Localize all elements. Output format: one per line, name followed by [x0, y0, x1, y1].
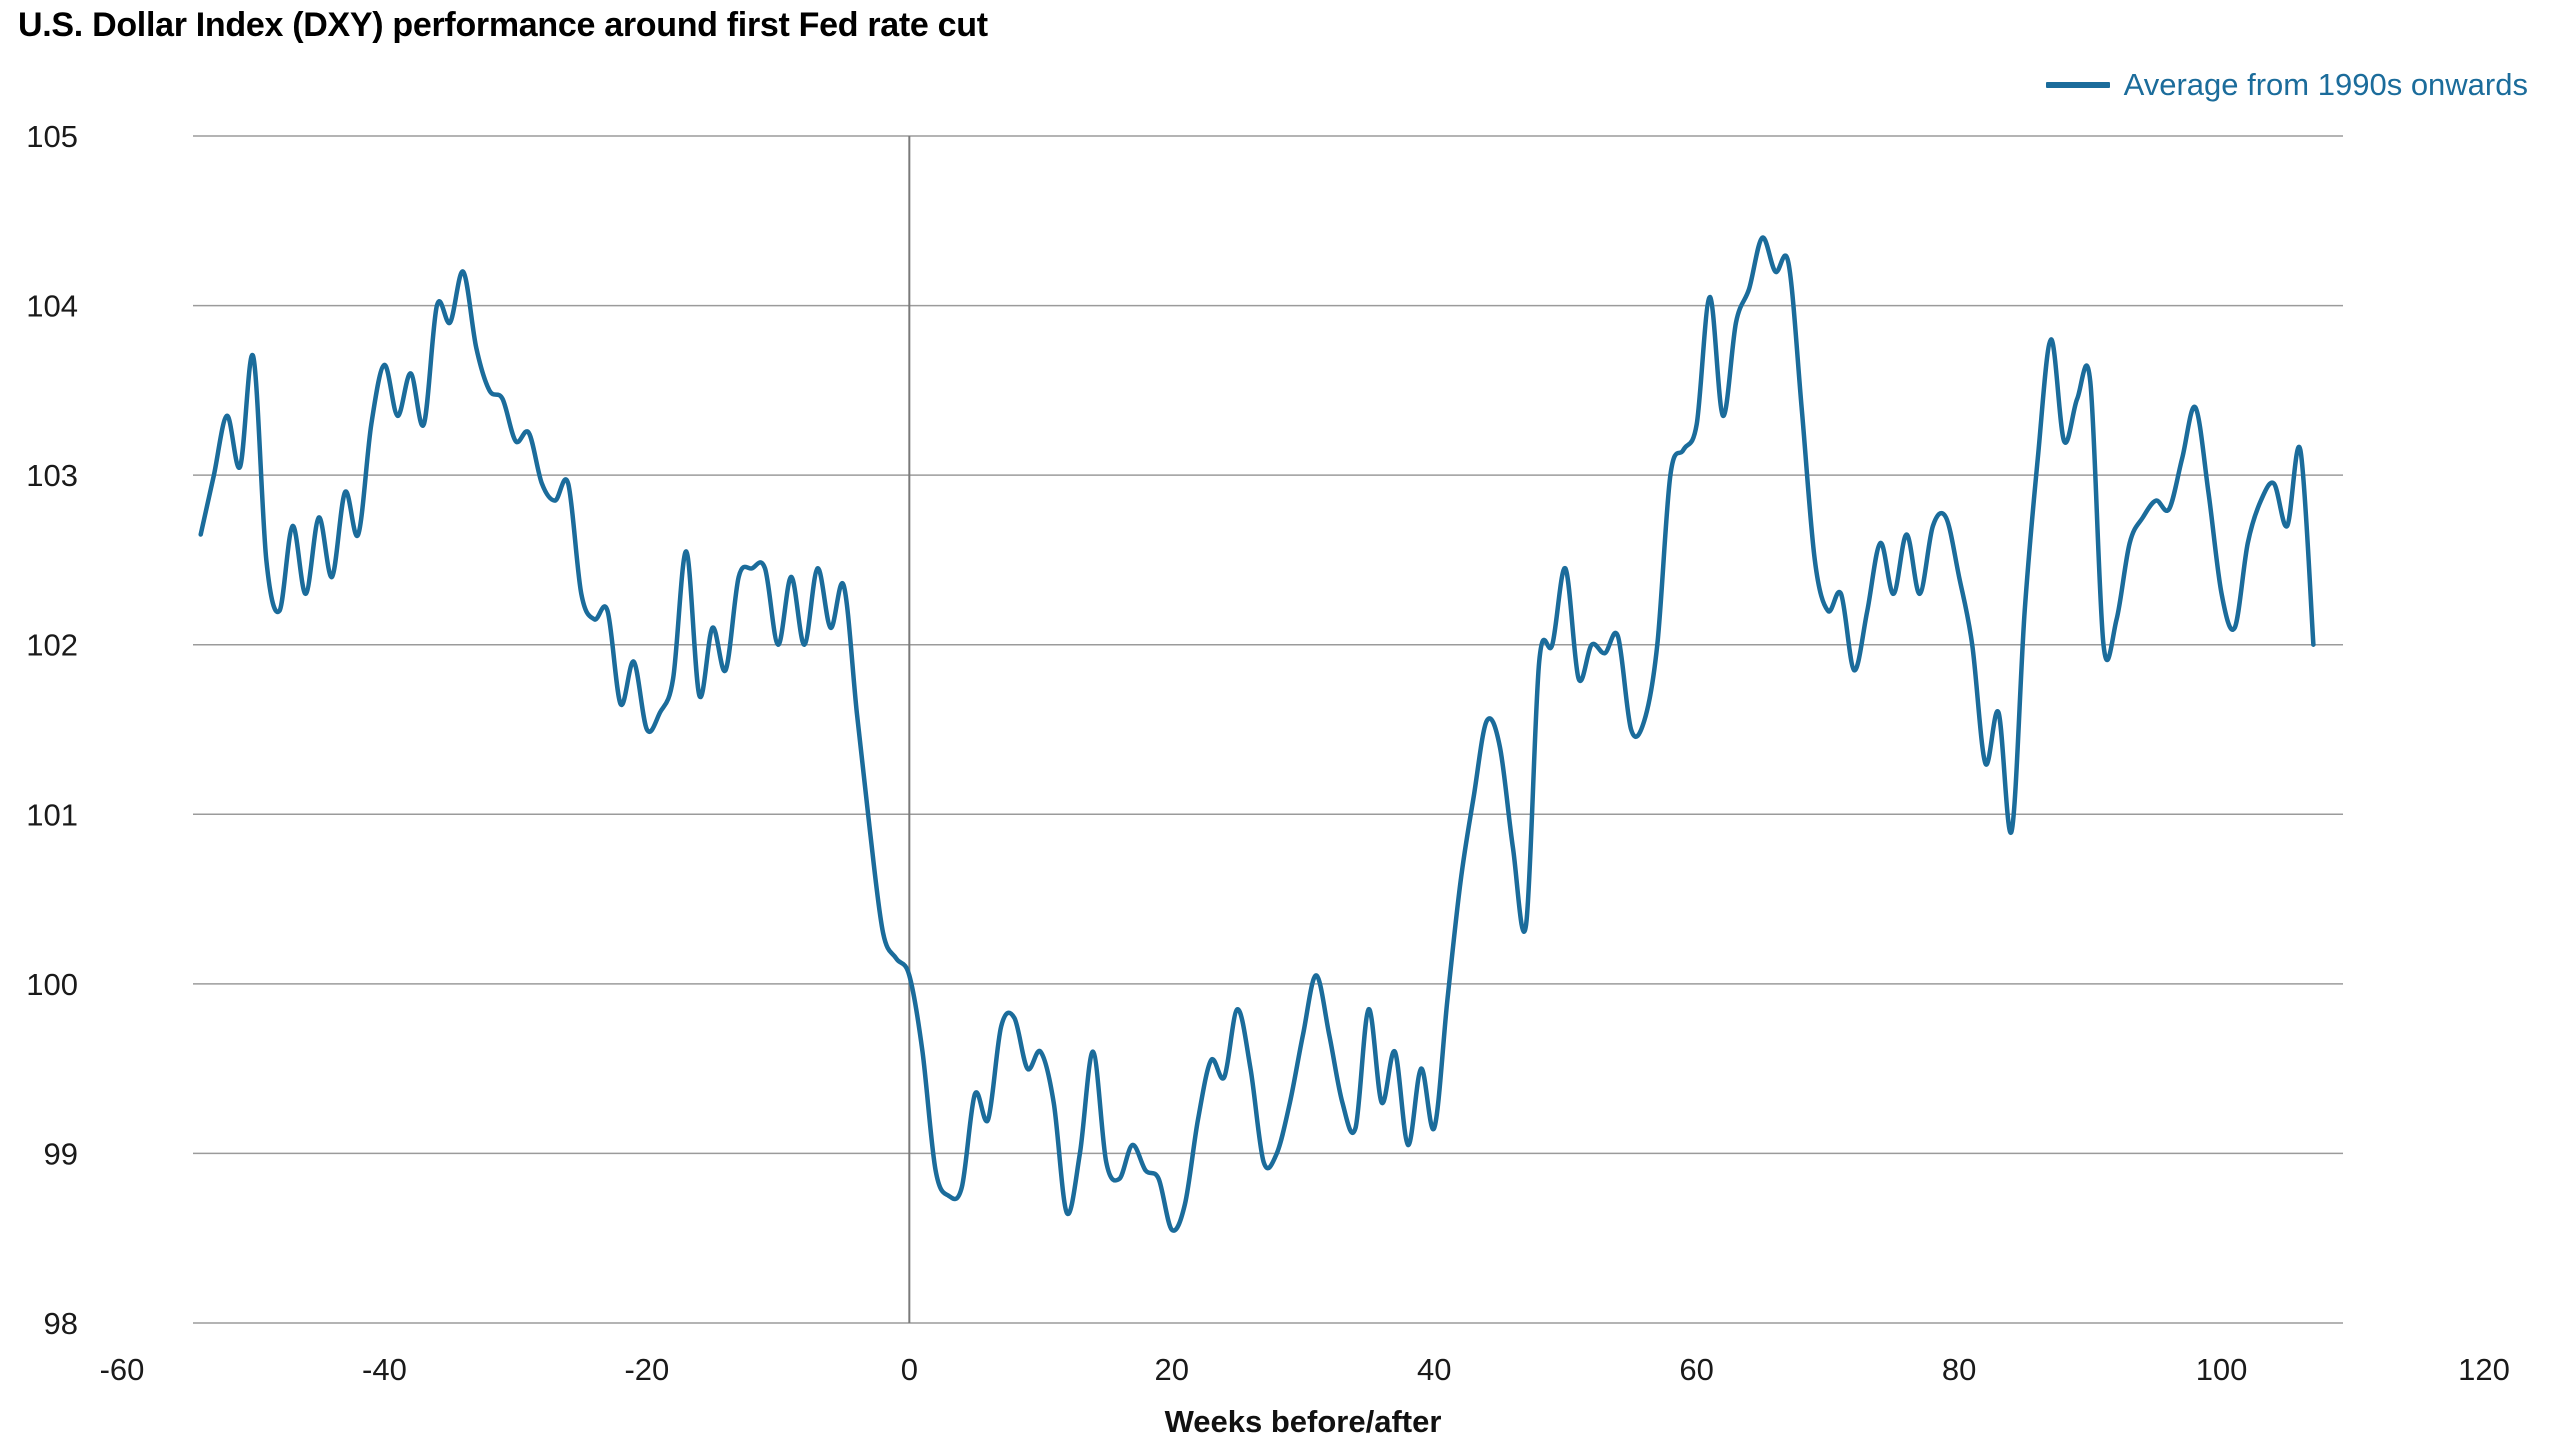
y-tick-label-103: 103 — [26, 458, 78, 493]
x-tick-label-120: 120 — [2458, 1352, 2510, 1387]
x-tick-label--20: -20 — [624, 1352, 669, 1387]
y-tick-label-99: 99 — [44, 1136, 78, 1171]
y-tick-label-101: 101 — [26, 797, 78, 832]
legend: Average from 1990s onwards — [2045, 66, 2528, 104]
legend-line-swatch — [2045, 82, 2110, 88]
x-tick-label-0: 0 — [901, 1352, 918, 1387]
x-tick-label--60: -60 — [100, 1352, 145, 1387]
x-tick-label-80: 80 — [1942, 1352, 1976, 1387]
x-axis-label: Weeks before/after — [1165, 1404, 1442, 1439]
y-tick-label-105: 105 — [26, 119, 78, 154]
chart-title: U.S. Dollar Index (DXY) performance arou… — [18, 6, 988, 44]
x-tick-label-20: 20 — [1155, 1352, 1189, 1387]
legend-label: Average from 1990s onwards — [2123, 67, 2528, 102]
y-tick-label-104: 104 — [26, 289, 78, 324]
y-tick-label-98: 98 — [44, 1306, 78, 1341]
x-tick-label-100: 100 — [2196, 1352, 2248, 1387]
series-line-average-1990s — [198, 235, 2316, 1233]
x-tick-label-60: 60 — [1679, 1352, 1713, 1387]
x-tick-label-40: 40 — [1417, 1352, 1451, 1387]
y-tick-label-102: 102 — [26, 628, 78, 663]
y-tick-label-100: 100 — [26, 967, 78, 1002]
x-tick-label--40: -40 — [362, 1352, 407, 1387]
